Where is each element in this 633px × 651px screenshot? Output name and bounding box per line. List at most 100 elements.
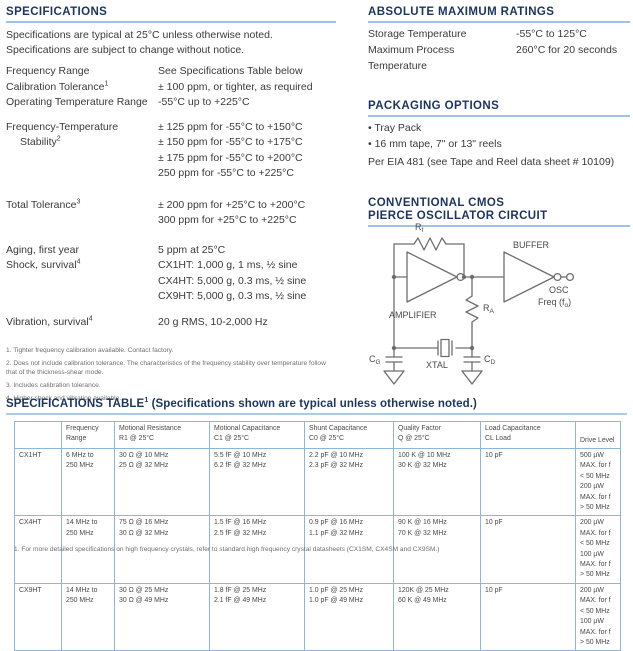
ratings-heading: ABSOLUTE MAXIMUM RATINGS	[368, 6, 555, 18]
spec-value: CX9HT: 5,000 g, 0.3 ms, ½ sine	[158, 290, 307, 302]
table-header-drive-level: Drive Level	[575, 421, 621, 449]
table-cell-motional-resistance: 30 Ω @ 10 MHz 25 Ω @ 32 MHz	[114, 447, 210, 517]
packaging-heading: PACKAGING OPTIONS	[368, 100, 500, 112]
footnote-marker: 4	[76, 258, 81, 266]
circuit-section-header: CONVENTIONAL CMOS PIERCE OSCILLATOR CIRC…	[368, 197, 630, 227]
spec-value: ± 100 ppm, or tighter, as required	[158, 80, 313, 93]
rating-row-process-temperature: Maximum Process Temperature 260°C for 20…	[368, 42, 630, 74]
datasheet-page: SPECIFICATIONS Specifications are typica…	[6, 6, 633, 651]
specifications-rule	[6, 21, 336, 23]
table-header-row: Frequency Range Motional Resistance R1 @…	[14, 421, 621, 449]
spec-row-frequency-temperature-stability: Frequency-Temperature Stability2 ± 125 p…	[6, 120, 336, 182]
spec-label: Calibration Tolerance1	[6, 80, 109, 93]
packaging-bullet-tray-pack: • Tray Pack	[368, 122, 422, 134]
spec-row-frequency-range: Frequency Range See Specifications Table…	[6, 64, 336, 80]
table-cell-quality-factor: 100 K @ 10 MHz 30 K @ 32 MHz	[393, 447, 481, 517]
spec-value: See Specifications Table below	[158, 65, 303, 77]
circuit-heading-line1: CONVENTIONAL CMOS	[368, 196, 505, 209]
rating-label: Storage Temperature	[368, 28, 467, 40]
footnote-3: 3. Includes calibration tolerance.	[6, 382, 101, 390]
circuit-label-freq: Freq (fo)	[538, 297, 571, 309]
specifications-list: Frequency Range See Specifications Table…	[6, 64, 336, 330]
spec-value: -55°C up to +225°C	[158, 96, 250, 108]
table-cell-frequency: 6 MHz to 250 MHz	[61, 447, 115, 517]
table-cell-drive-level: 500 µW MAX. for f < 50 MHz 200 µW MAX. fo…	[575, 447, 621, 517]
circuit-label-ra: RA	[483, 303, 495, 315]
table-cell-frequency: 14 MHz to 250 MHz	[61, 582, 115, 651]
circuit-label-rf: Rf	[415, 222, 424, 234]
footnote-1: 1. Tighter frequency calibration availab…	[6, 347, 174, 354]
footnote-marker: 2	[56, 135, 61, 143]
specifications-intro-line2: Specifications are subject to change wit…	[6, 44, 245, 56]
spec-label: Frequency Range	[6, 65, 90, 77]
specifications-heading: SPECIFICATIONS	[6, 6, 108, 18]
table-header-frequency-range: Frequency Range	[61, 421, 115, 449]
table-cell-load-capacitance: 10 pF	[480, 447, 576, 517]
circuit-heading-line2: PIERCE OSCILLATOR CIRCUIT	[368, 209, 548, 222]
packaging-bullet-tape-reels: • 16 mm tape, 7" or 13" reels	[368, 137, 502, 150]
packaging-options-section: PACKAGING OPTIONS • Tray Pack • 16 mm ta…	[368, 100, 630, 171]
spec-row-shock-survival: Shock, survival4 CX1HT: 1,000 g, 1 ms, ½…	[6, 258, 336, 305]
spec-row-vibration-survival: Vibration, survival4 20 g RMS, 10-2,000 …	[6, 315, 336, 331]
spec-value: ± 200 ppm for +25°C to +200°C	[158, 198, 306, 211]
table-cell-motional-capacitance: 1.8 fF @ 25 MHz 2.1 fF @ 49 MHz	[209, 582, 305, 651]
table-header-load-capacitance: Load Capacitance CL Load	[480, 421, 576, 449]
table-title-rule	[6, 413, 627, 415]
table-row: CX1HT 6 MHz to 250 MHz 30 Ω @ 10 MHz 25 Ω …	[14, 447, 621, 517]
packaging-note: Per EIA 481 (see Tape and Reel data shee…	[368, 156, 615, 168]
pierce-oscillator-circuit-diagram: Rf RA AMPLIFIER BUFFER OSC Freq (fo) CG …	[352, 214, 633, 386]
footnote-marker: 3	[76, 198, 81, 205]
specifications-section: SPECIFICATIONS Specifications are typica…	[6, 6, 336, 407]
circuit-rule	[368, 224, 630, 227]
spec-row-operating-temperature: Operating Temperature Range -55°C up to …	[6, 95, 336, 111]
rating-row-storage-temperature: Storage Temperature -55°C to 125°C	[368, 26, 630, 42]
spec-row-calibration-tolerance: Calibration Tolerance1 ± 100 ppm, or tig…	[6, 80, 336, 96]
packaging-rule	[368, 115, 630, 117]
footnote-4: 4. Higher shock and vibration available.	[6, 395, 122, 403]
circuit-label-amplifier: AMPLIFIER	[389, 310, 437, 320]
table-cell-shunt-capacitance: 2.2 pF @ 10 MHz 2.3 pF @ 32 MHz	[304, 447, 394, 517]
table-cell-motional-resistance: 30 Ω @ 25 MHz 30 Ω @ 49 MHz	[114, 582, 210, 651]
spec-value: 5 ppm at 25°C	[158, 243, 226, 256]
spec-value: ± 175 ppm for -55°C to +200°C	[158, 151, 303, 164]
right-column: ABSOLUTE MAXIMUM RATINGS Storage Tempera…	[368, 6, 630, 227]
ratings-rule	[368, 21, 630, 23]
footnote-marker: 1	[144, 397, 149, 405]
spec-value: 300 ppm for +25°C to +225°C	[158, 214, 297, 226]
table-header-motional-resistance: Motional Resistance R1 @ 25°C	[114, 421, 210, 449]
circuit-label-osc: OSC	[549, 285, 569, 295]
circuit-label-cg: CG	[369, 354, 381, 366]
rating-label: Maximum Process Temperature	[368, 44, 455, 72]
table-footnote: 1. For more detailed specifications on h…	[14, 546, 440, 553]
table-header-part	[14, 421, 62, 449]
table-cell-shunt-capacitance: 1.0 pF @ 25 MHz 1.0 pF @ 49 MHz	[304, 582, 394, 651]
spec-value: CX1HT: 1,000 g, 1 ms, ½ sine	[158, 259, 298, 271]
spec-label: Vibration, survival4	[6, 315, 93, 328]
specifications-intro-line1: Specifications are typical at 25°C unles…	[6, 29, 273, 41]
table-cell-part: CX1HT	[14, 447, 62, 517]
absolute-maximum-ratings-section: ABSOLUTE MAXIMUM RATINGS Storage Tempera…	[368, 6, 630, 74]
spec-label: Frequency-Temperature Stability2	[6, 120, 119, 149]
circuit-label-cd: CD	[484, 354, 496, 366]
table-cell-drive-level: 200 µW MAX. for f < 50 MHz 100 µW MAX. fo…	[575, 582, 621, 651]
table-header-motional-capacitance: Motional Capacitance C1 @ 25°C	[209, 421, 305, 449]
table-cell-load-capacitance: 10 pF	[480, 582, 576, 651]
specifications-footnotes: 1. Tighter frequency calibration availab…	[6, 346, 336, 404]
specifications-table: Frequency Range Motional Resistance R1 @…	[14, 421, 621, 651]
footnote-marker: 4	[88, 315, 93, 322]
spec-value: 20 g RMS, 10-2,000 Hz	[158, 315, 268, 328]
spec-row-total-tolerance: Total Tolerance3 ± 200 ppm for +25°C to …	[6, 198, 336, 229]
table-header-shunt-capacitance: Shunt Capacitance C0 @ 25°C	[304, 421, 394, 449]
footnote-marker: 1	[104, 80, 109, 87]
spec-value: ± 125 ppm for -55°C to +150°C	[158, 120, 303, 133]
specifications-table-header: SPECIFICATIONS TABLE1 (Specifications sh…	[6, 397, 627, 415]
spec-label: Shock, survival4	[6, 258, 81, 272]
table-row: CX9HT 14 MHz to 250 MHz 30 Ω @ 25 MHz 30 Ω…	[14, 582, 621, 651]
table-cell-motional-capacitance: 5.5 fF @ 10 MHz 6.2 fF @ 32 MHz	[209, 447, 305, 517]
spec-label: Aging, first year	[6, 243, 79, 256]
spec-value: ± 150 ppm for -55°C to +175°C	[158, 136, 303, 148]
spec-label: Total Tolerance3	[6, 198, 81, 211]
circuit-label-xtal: XTAL	[426, 360, 448, 370]
table-title: SPECIFICATIONS TABLE1 (Specifications sh…	[6, 397, 477, 410]
rating-value: 260°C for 20 seconds	[516, 44, 618, 56]
